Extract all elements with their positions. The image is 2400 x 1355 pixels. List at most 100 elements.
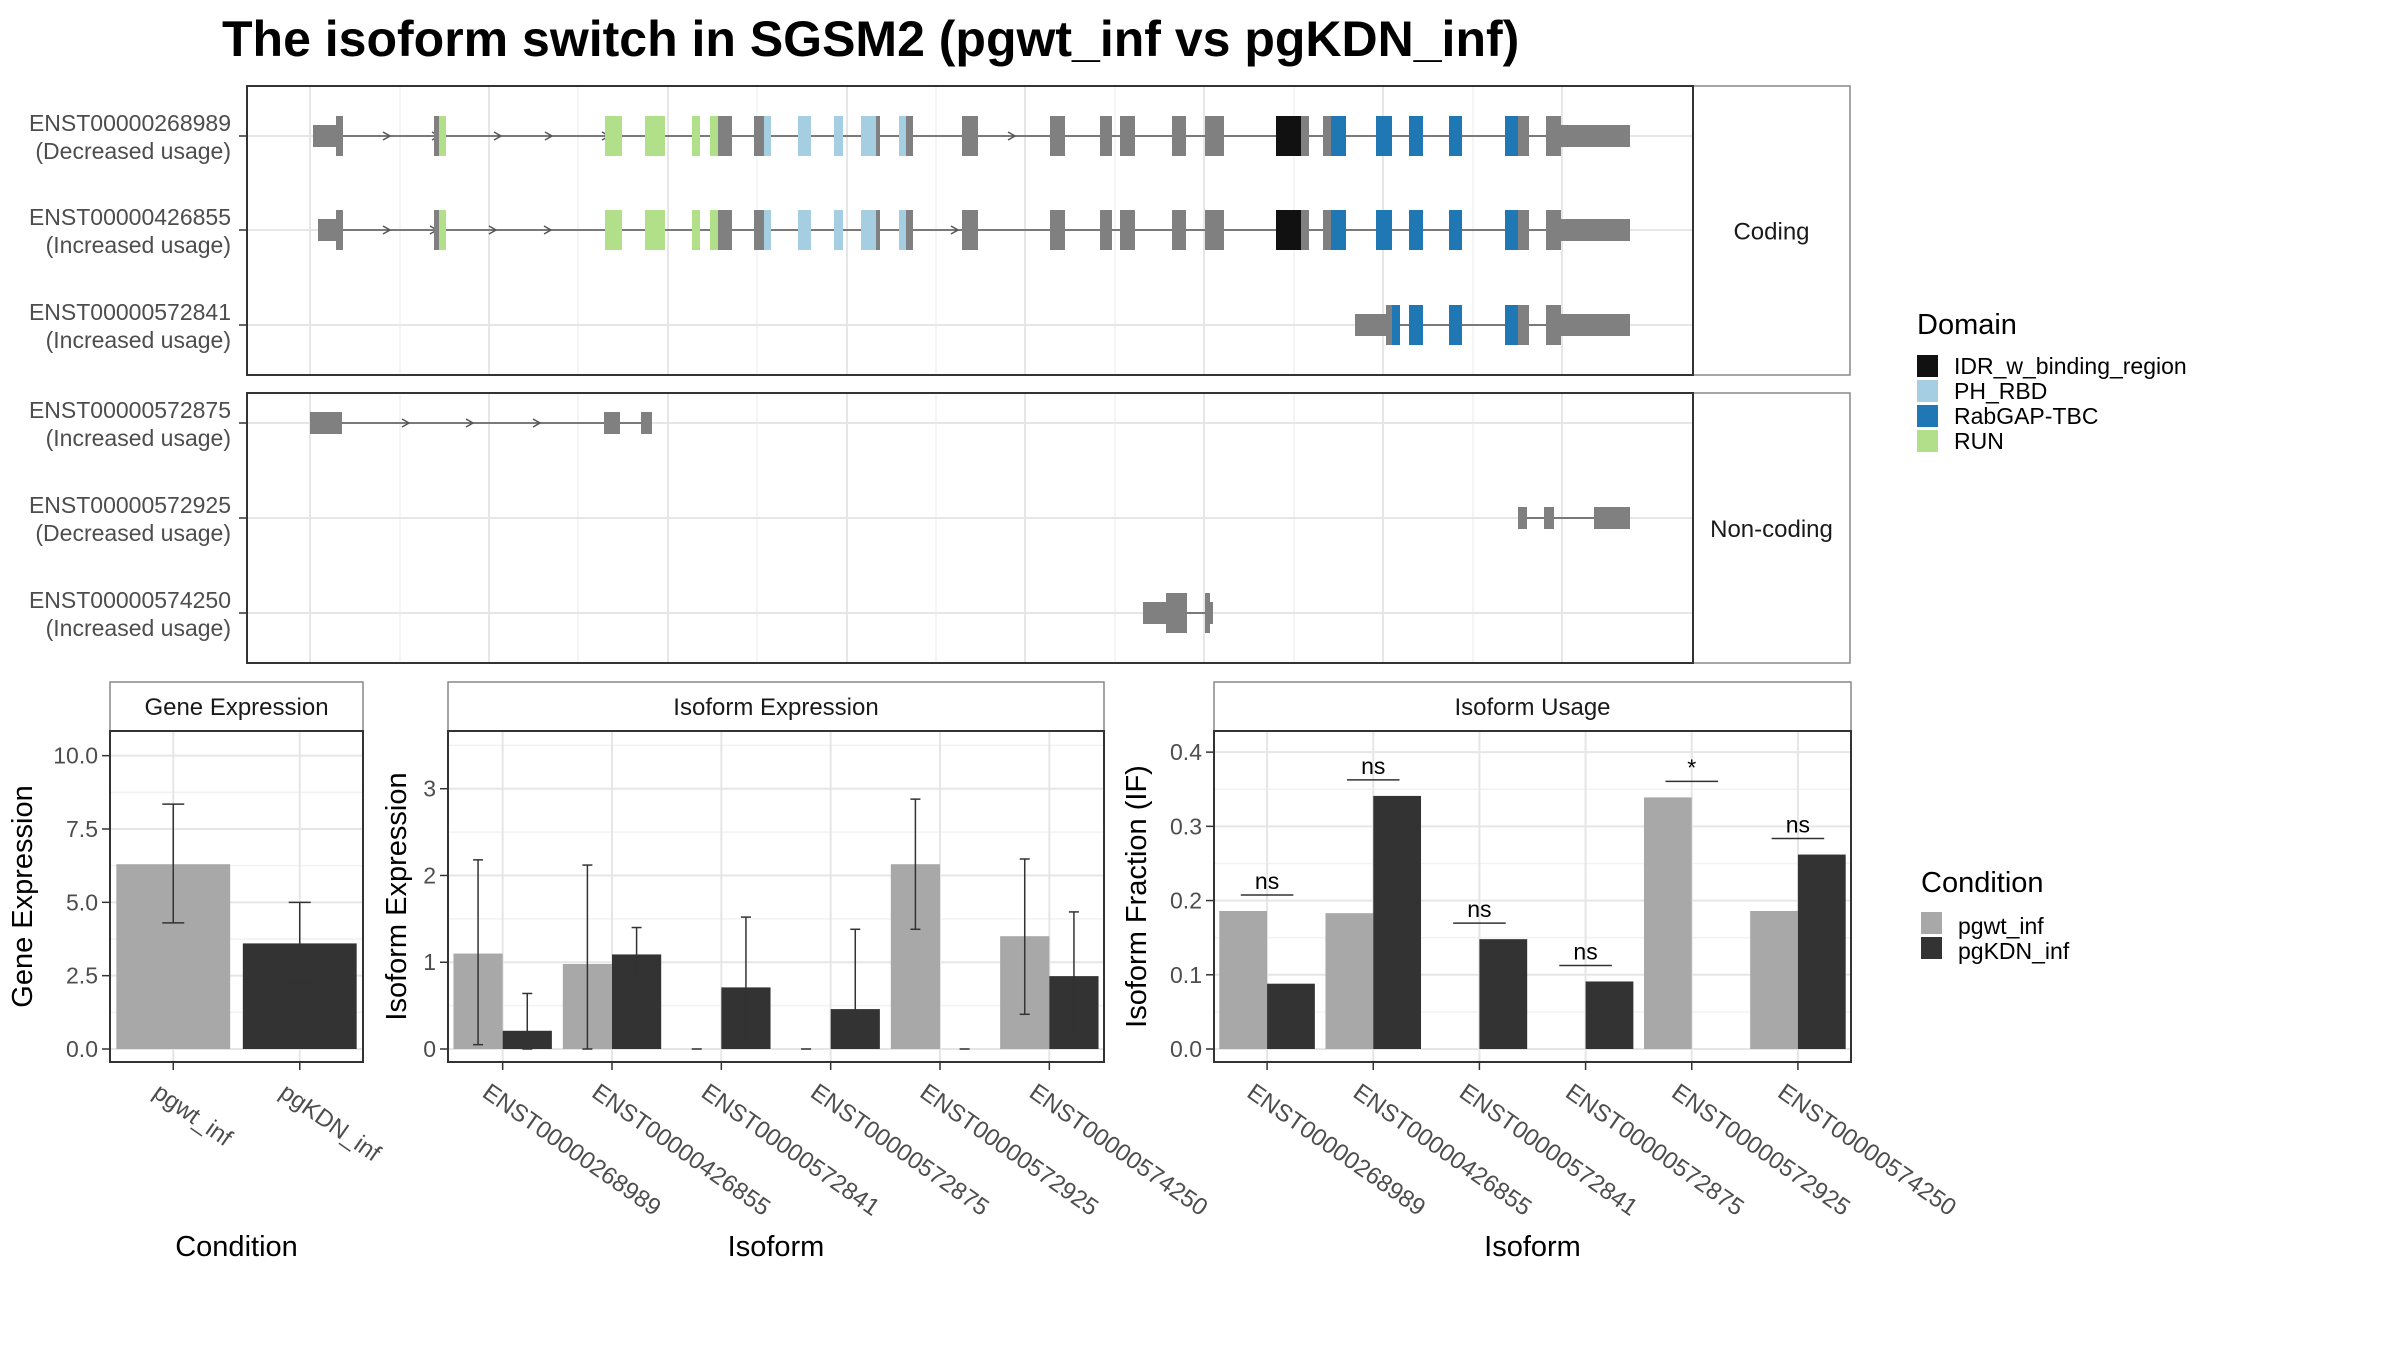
chart-strip <box>447 681 1105 732</box>
exon <box>1205 210 1224 250</box>
exon <box>754 116 764 156</box>
intron-direction-arrow <box>488 225 498 235</box>
exon <box>1301 210 1309 250</box>
exon <box>1449 305 1462 345</box>
transcript-ENST00000574250: ENST00000574250(Increased usage) <box>29 587 1213 641</box>
plot-border <box>1213 730 1852 1063</box>
x-tick-label: ENST00000572925 <box>1667 1079 1855 1222</box>
exon <box>1409 210 1423 250</box>
exon <box>1544 507 1554 529</box>
chart-isoform-usage: Isoform Usage 0.0 0.1 0.2 0.3 0.4 ns ns ns ns * ns E… <box>1121 681 1961 1263</box>
intron-direction-arrow <box>950 225 960 235</box>
x-axis-label: Isoform <box>728 1231 825 1263</box>
exon <box>1518 507 1527 529</box>
x-tick-label: ENST00000268989 <box>478 1079 666 1222</box>
exon <box>313 125 336 147</box>
exon <box>764 210 771 250</box>
significance-label: ns <box>1467 896 1491 922</box>
x-tick-label: ENST00000572925 <box>915 1079 1103 1222</box>
chart-isoform-expression: Isoform Expression0123ENST00000268989ENS… <box>381 681 1212 1263</box>
y-tick-label: 5.0 <box>66 889 98 915</box>
intron-direction-arrow <box>1007 131 1017 141</box>
y-tick-label: 0.3 <box>1170 813 1202 839</box>
bar-pgwt_inf-ENST00000572925 <box>1643 797 1692 1049</box>
exon <box>861 210 876 250</box>
exon <box>1518 305 1529 345</box>
transcript-usage-label: (Increased usage) <box>46 425 231 451</box>
exon <box>1355 314 1386 336</box>
exon <box>1449 210 1462 250</box>
intron-direction-arrow <box>382 131 392 141</box>
exon <box>1409 305 1423 345</box>
exon <box>1276 116 1301 156</box>
transcript-panel-border <box>246 85 1694 376</box>
domain-legend-key-idr <box>1917 355 1938 377</box>
exon <box>1205 593 1210 633</box>
transcript-usage-label: (Decreased usage) <box>35 138 231 164</box>
exon <box>899 116 906 156</box>
transcript-id-label: ENST00000426855 <box>29 204 231 230</box>
exon <box>710 116 718 156</box>
significance-label: ns <box>1255 868 1279 894</box>
intron-direction-arrow <box>543 225 553 235</box>
intron-direction-arrow <box>493 131 503 141</box>
bar-pgKDN_inf-ENST00000572875 <box>1585 981 1634 1049</box>
exon <box>1376 210 1392 250</box>
transcript-panel-strip-label: Coding <box>1733 219 1809 246</box>
y-axis-label: Isoform Expression <box>381 772 413 1020</box>
transcript-ENST00000572875: ENST00000572875(Increased usage) <box>29 397 652 451</box>
intron-direction-arrow <box>382 225 392 235</box>
domain-legend-label-rabgap: RabGAP-TBC <box>1954 403 2098 429</box>
chart-title: Isoform Expression <box>673 694 878 721</box>
exon <box>1449 116 1462 156</box>
y-tick-label: 0 <box>423 1036 436 1062</box>
significance-label: ns <box>1361 753 1385 779</box>
y-axis-label: Gene Expression <box>7 785 39 1007</box>
exon <box>1166 593 1187 633</box>
condition-legend-label-pgkdn: pgKDN_inf <box>1958 938 2070 964</box>
exon <box>434 116 439 156</box>
y-tick-label: 0.4 <box>1170 739 1202 765</box>
x-axis-label: Isoform <box>1484 1231 1581 1263</box>
condition-legend-label-pgwt: pgwt_inf <box>1958 913 2044 939</box>
exon <box>1050 210 1065 250</box>
exon <box>692 210 700 250</box>
bar-pgwt_inf-ENST00000574250 <box>1750 910 1798 1049</box>
x-tick-label: ENST00000572841 <box>1454 1079 1642 1222</box>
exon <box>754 210 764 250</box>
transcript-id-label: ENST00000572925 <box>29 492 231 518</box>
exon <box>718 210 732 250</box>
transcript-panel-strip <box>1692 392 1851 664</box>
exon <box>1120 210 1135 250</box>
exon <box>1205 116 1224 156</box>
chart-gene-expression: Gene Expression 0.0 2.5 5.0 7.5 10.0 pgwt_inf p… <box>7 681 386 1263</box>
exon <box>604 412 620 434</box>
y-tick-label: 0.1 <box>1170 962 1202 988</box>
domain-legend-key-ph-rbd <box>1917 380 1938 402</box>
transcript-ENST00000426855: ENST00000426855(Increased usage) <box>29 204 1630 258</box>
bar-pgKDN_inf-ENST00000574250 <box>1797 854 1846 1049</box>
x-tick-label: ENST00000574250 <box>1773 1079 1961 1222</box>
exon <box>1120 116 1135 156</box>
exon <box>1546 210 1561 250</box>
exon <box>1172 116 1186 156</box>
transcript-id-label: ENST00000268989 <box>29 110 231 136</box>
exon <box>1505 305 1518 345</box>
plot-background <box>448 731 1104 1062</box>
x-tick-label: ENST00000574250 <box>1024 1079 1212 1222</box>
transcript-panel-strip-label: Non-coding <box>1710 516 1833 543</box>
exon <box>764 116 771 156</box>
exon <box>1331 116 1346 156</box>
y-tick-label: 2 <box>423 862 436 888</box>
x-tick-label: ENST00000572841 <box>696 1079 884 1222</box>
transcript-usage-label: (Decreased usage) <box>35 520 231 546</box>
exon <box>1505 210 1518 250</box>
exon <box>1594 507 1630 529</box>
intron-direction-arrow <box>544 131 554 141</box>
exon <box>1050 116 1065 156</box>
transcript-ENST00000572841: ENST00000572841(Increased usage) <box>29 299 1630 353</box>
y-tick-label: 10.0 <box>53 743 98 769</box>
transcript-id-label: ENST00000572875 <box>29 397 231 423</box>
significance-label: ns <box>1573 938 1597 964</box>
